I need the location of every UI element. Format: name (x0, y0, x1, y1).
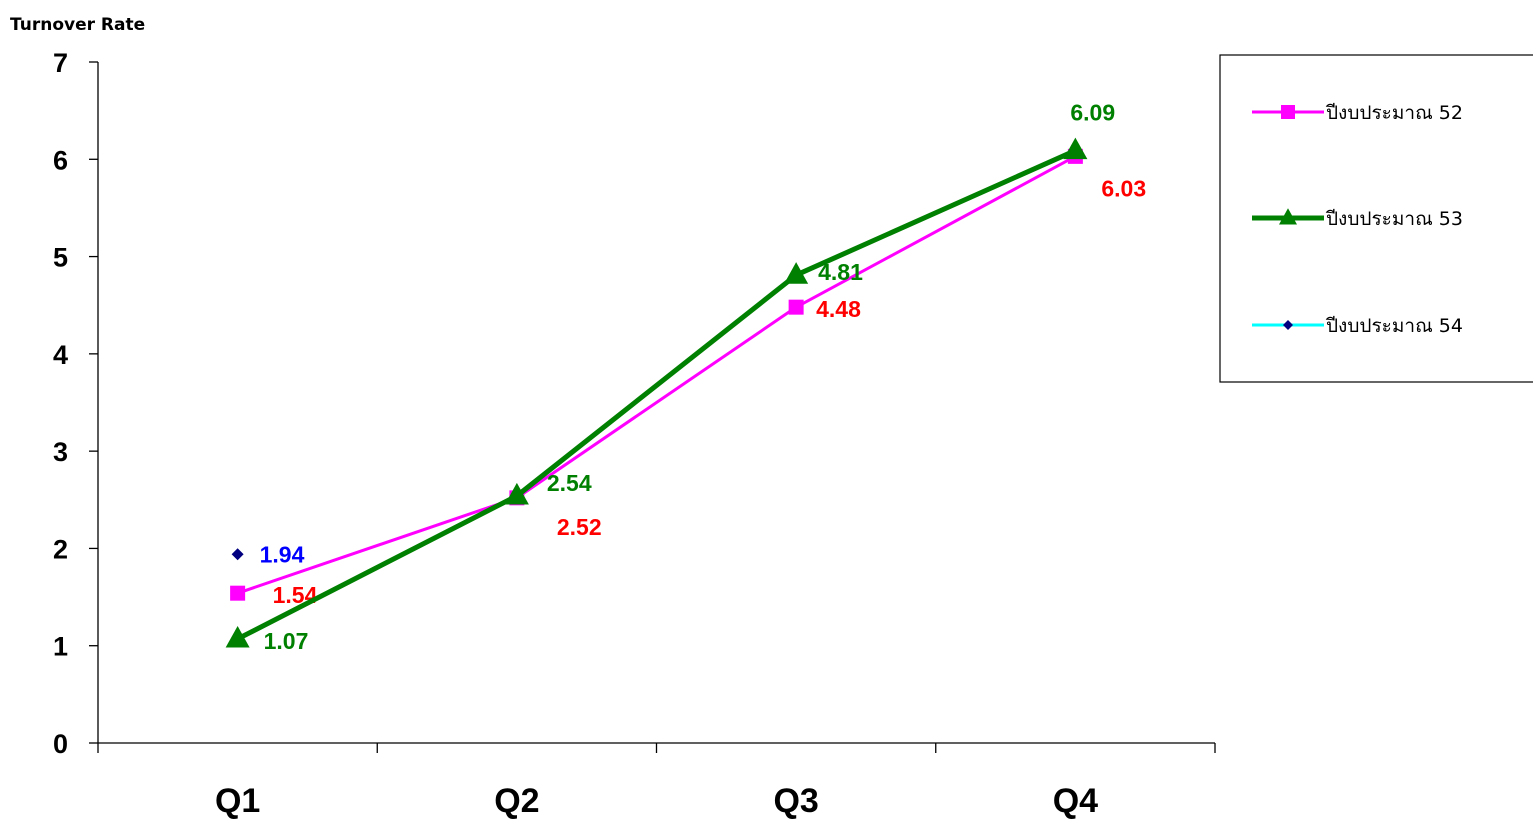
legend-label: ปีงบประมาณ 54 (1325, 315, 1463, 337)
legend-label: ปีงบประมาณ 53 (1325, 208, 1463, 230)
y-tick-label: 4 (53, 340, 68, 370)
x-tick-label: Q1 (215, 782, 260, 820)
series-line (236, 148, 1077, 642)
x-tick-label: Q4 (1053, 782, 1098, 820)
data-label: 4.48 (816, 296, 861, 322)
y-tick-label: 7 (53, 48, 68, 78)
triangle-marker (784, 262, 809, 284)
data-label: 6.03 (1101, 175, 1146, 201)
y-axis-title: Turnover Rate (10, 15, 145, 35)
series-1: 1.54 2.52 4.48 6.03 (230, 148, 1146, 608)
axes: 0 1 2 3 4 5 6 7 Q1 Q2 Q3 Q4 (53, 48, 1216, 820)
data-label: 1.54 (273, 582, 318, 608)
data-label: 2.54 (547, 470, 592, 496)
y-tick-label: 1 (53, 632, 68, 662)
square-marker (230, 585, 246, 601)
legend-label: ปีงบประมาณ 52 (1325, 102, 1463, 124)
series-line (237, 155, 1077, 595)
x-tick-label: Q2 (494, 782, 539, 820)
data-label: 6.09 (1070, 100, 1115, 126)
y-tick-label: 5 (53, 243, 68, 273)
x-tick-label: Q3 (773, 782, 818, 820)
legend: ปีงบประมาณ 52 ปีงบประมาณ 53 ปีงบประมาณ 54 (1219, 54, 1533, 383)
diamond-marker (1283, 320, 1293, 330)
series-3: 1.94 (231, 541, 305, 567)
series-2: 1.07 2.54 4.81 6.09 (225, 100, 1115, 654)
square-marker (788, 299, 804, 315)
series-layer: 1.54 2.52 4.48 6.03 1.07 2.54 4.81 6.09 1.94 (225, 100, 1146, 654)
data-label: 2.52 (557, 514, 602, 540)
y-tick-label: 3 (53, 437, 68, 467)
legend-item: ปีงบประมาณ 54 (1252, 315, 1463, 337)
diamond-marker (231, 548, 244, 561)
y-tick-label: 0 (53, 729, 68, 759)
triangle-marker (504, 482, 529, 505)
square-marker (1281, 105, 1295, 119)
y-tick-label: 2 (53, 534, 68, 564)
data-label: 1.94 (260, 541, 305, 567)
legend-item: ปีงบประมาณ 53 (1252, 208, 1463, 230)
triangle-marker (225, 625, 250, 648)
legend-item: ปีงบประมาณ 52 (1252, 102, 1463, 124)
y-tick-label: 6 (53, 145, 68, 175)
triangle-marker (1063, 137, 1088, 160)
triangle-marker (1279, 208, 1297, 225)
data-label: 1.07 (264, 628, 309, 654)
data-label: 4.81 (818, 259, 863, 285)
